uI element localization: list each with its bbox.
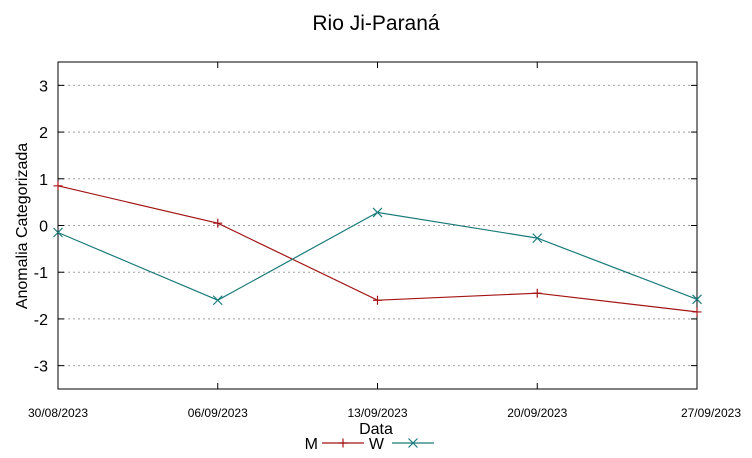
y-tick-label: -3 — [34, 359, 48, 376]
data-point — [532, 288, 542, 298]
data-point — [692, 307, 702, 317]
y-tick-label: -2 — [34, 312, 48, 329]
grid — [58, 84, 697, 367]
x-tick-label: 13/09/2023 — [347, 406, 407, 420]
y-axis: 3 2 1 0 -1 -2 -3 — [34, 78, 697, 376]
series-layer — [53, 181, 702, 317]
data-point — [373, 295, 382, 305]
series-line-m — [57, 185, 698, 313]
data-point — [213, 218, 223, 228]
data-point — [692, 294, 702, 305]
legend-label: W — [369, 436, 385, 453]
legend-label: M — [305, 436, 318, 453]
y-axis-label: Anomalia Categorizada — [14, 143, 31, 309]
data-point — [408, 438, 418, 448]
y-tick-label: 0 — [39, 219, 48, 236]
x-tick-label: 30/08/2023 — [28, 406, 88, 420]
x-tick-label: 20/09/2023 — [507, 406, 567, 420]
chart-title: Rio Ji-Paraná — [312, 12, 440, 35]
y-tick-label: 3 — [39, 78, 48, 95]
x-tick-label: 06/09/2023 — [188, 406, 248, 420]
x-axis: 30/08/2023 06/09/2023 13/09/2023 20/09/2023… — [28, 62, 741, 420]
y-tick-label: 2 — [39, 125, 48, 142]
data-point — [53, 181, 63, 191]
x-axis-label: Data — [359, 421, 393, 438]
y-tick-label: -1 — [34, 265, 48, 282]
data-point — [372, 207, 383, 218]
y-tick-label: 1 — [39, 172, 48, 189]
data-point — [212, 295, 223, 306]
data-point — [338, 438, 348, 448]
x-tick-label: 27/09/2023 — [681, 406, 741, 420]
data-point — [53, 227, 63, 238]
data-point — [532, 233, 543, 244]
